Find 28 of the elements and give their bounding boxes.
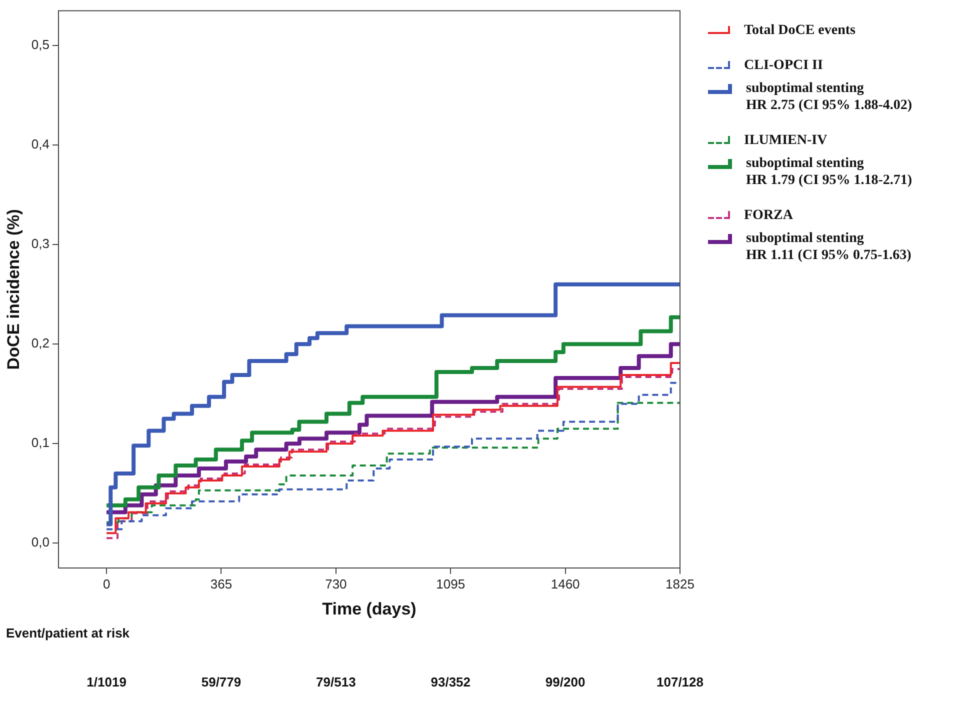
y-tick-label: 0,4 — [31, 136, 50, 152]
y-tick-label: 0,3 — [31, 236, 50, 252]
x-tick-label: 365 — [210, 576, 232, 592]
text: 1/1019 — [86, 674, 126, 690]
y-axis-title: DoCE incidence (%) — [4, 209, 23, 370]
text: 107/128 — [656, 674, 704, 690]
legend-label: FORZA — [744, 207, 793, 224]
legend-label: Total DoCE events — [744, 22, 856, 39]
x-tick-label: 1825 — [666, 576, 694, 592]
x-axis-title: Time (days) — [322, 599, 416, 618]
text: 79/513 — [316, 674, 356, 690]
y-tick-label: 0,1 — [31, 435, 50, 450]
text: 59/779 — [201, 674, 242, 690]
legend-label: suboptimal stenting HR 2.75 (CI 95% 1.88-4.02) — [746, 80, 912, 114]
legend-label: suboptimal stenting HR 1.79 (CI 95% 1.18-2.71) — [746, 155, 912, 189]
text: Event/patient at risk — [6, 626, 130, 641]
x-tick-label: 0 — [102, 576, 110, 592]
legend-label: suboptimal stenting HR 1.11 (CI 95% 0.75-1.63) — [746, 230, 912, 264]
x-tick-label: 1095 — [436, 576, 466, 592]
text: 99/200 — [545, 674, 586, 690]
y-tick-label: 0,0 — [31, 534, 50, 550]
legend-label: ILUMIEN-IV — [744, 132, 828, 149]
y-tick-label: 0,5 — [31, 37, 50, 52]
legend-label: CLI-OPCI II — [744, 57, 823, 74]
x-tick-label: 1460 — [550, 576, 580, 592]
x-tick-label: 730 — [325, 576, 347, 592]
y-tick-label: 0,2 — [31, 336, 50, 351]
text: 93/352 — [430, 674, 470, 690]
